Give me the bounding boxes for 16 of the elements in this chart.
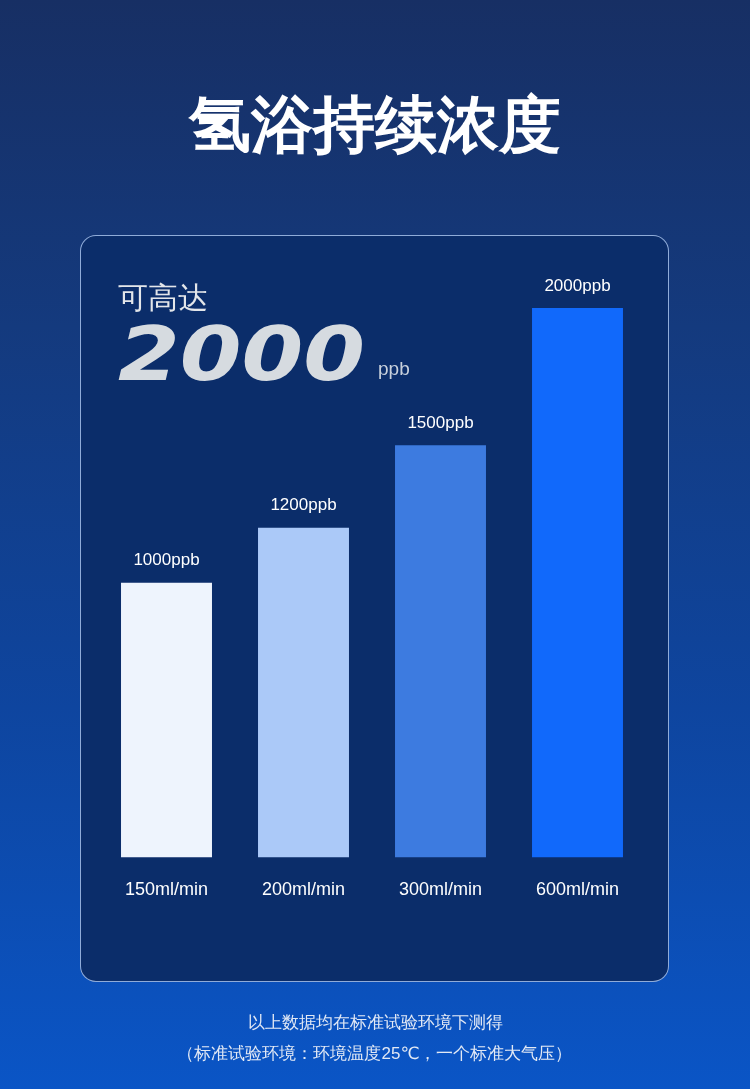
bar [258,527,349,858]
x-tick-label: 200ml/min [261,879,346,900]
data-label: 1500ppb [407,413,474,433]
text: 以上数据均在标准试验环境下测得 [247,1012,503,1034]
x-tick-label: 150ml/min [124,879,209,900]
chart-title: 氢浴持续浓度 [187,89,562,161]
bar [532,308,623,858]
data-label: 1200ppb [270,495,337,515]
x-tick-label: 600ml/min [535,879,620,900]
x-tick-label: 300ml/min [398,879,483,900]
data-label: 1000ppb [133,550,200,570]
annotation: ppb [378,358,410,380]
bar [395,445,486,858]
bar [121,582,212,858]
data-label: 2000ppb [544,275,611,295]
text: （标准试验环境：环境温度25℃，一个标准大气压） [177,1043,573,1065]
